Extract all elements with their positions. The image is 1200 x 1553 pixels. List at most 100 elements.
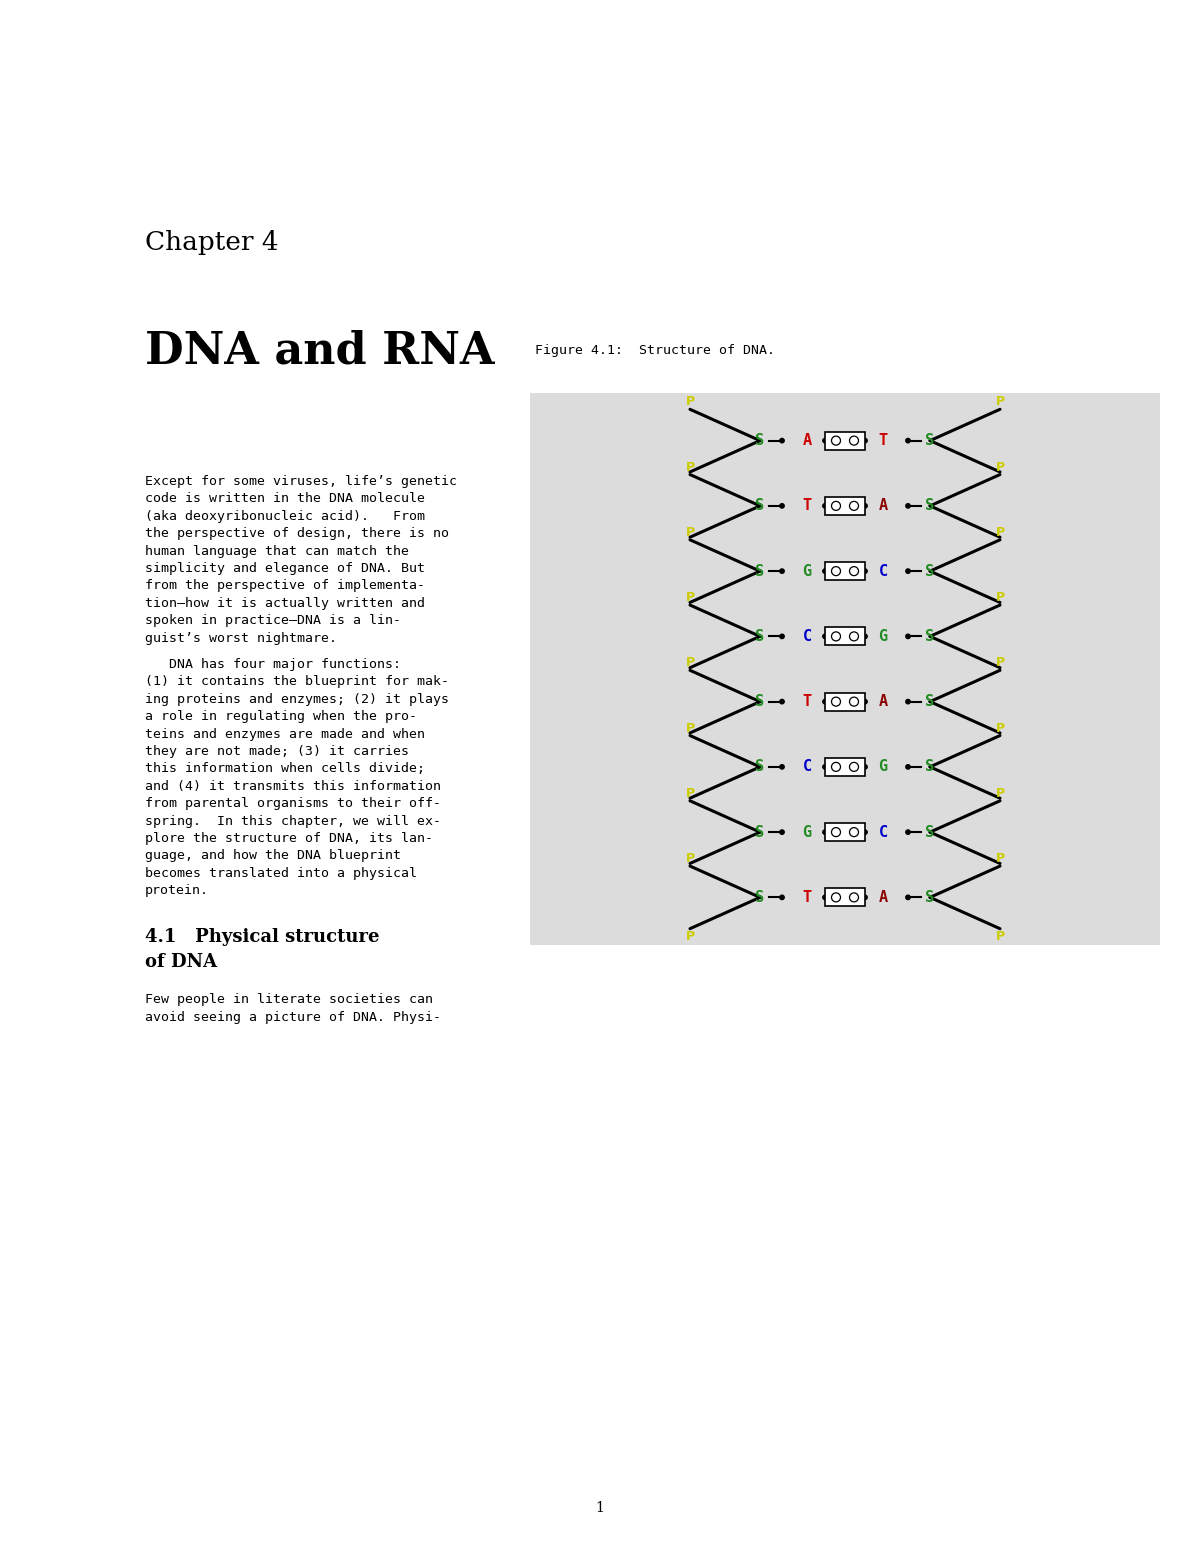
Circle shape	[832, 436, 840, 446]
Text: S: S	[756, 825, 764, 840]
Circle shape	[823, 764, 827, 769]
FancyBboxPatch shape	[826, 693, 865, 711]
Circle shape	[850, 697, 858, 707]
Text: (aka deoxyribonucleic acid).   From: (aka deoxyribonucleic acid). From	[145, 509, 425, 523]
Text: T: T	[803, 694, 811, 710]
FancyBboxPatch shape	[826, 497, 865, 516]
Circle shape	[863, 634, 868, 638]
Text: Figure 4.1:  Structure of DNA.: Figure 4.1: Structure of DNA.	[535, 345, 775, 357]
Text: ing proteins and enzymes; (2) it plays: ing proteins and enzymes; (2) it plays	[145, 693, 449, 705]
Text: protein.: protein.	[145, 884, 209, 898]
Text: G: G	[803, 564, 811, 579]
Circle shape	[906, 829, 910, 834]
Circle shape	[850, 436, 858, 446]
Text: P: P	[685, 787, 695, 800]
Text: P: P	[996, 787, 1004, 800]
Text: P: P	[996, 396, 1004, 408]
Circle shape	[832, 632, 840, 641]
Text: P: P	[685, 396, 695, 408]
Text: from parental organisms to their off-: from parental organisms to their off-	[145, 797, 442, 811]
Circle shape	[780, 438, 785, 443]
Text: C: C	[878, 564, 888, 579]
Text: A: A	[803, 433, 811, 449]
FancyBboxPatch shape	[826, 823, 865, 842]
FancyBboxPatch shape	[826, 562, 865, 581]
Text: S: S	[756, 759, 764, 775]
Text: code is written in the DNA molecule: code is written in the DNA molecule	[145, 492, 425, 505]
Circle shape	[850, 632, 858, 641]
Circle shape	[863, 568, 868, 573]
Circle shape	[823, 829, 827, 834]
Text: A: A	[878, 890, 888, 905]
Text: A: A	[878, 499, 888, 514]
Circle shape	[832, 697, 840, 707]
Circle shape	[850, 828, 858, 837]
Text: S: S	[925, 759, 935, 775]
Text: simplicity and elegance of DNA. But: simplicity and elegance of DNA. But	[145, 562, 425, 575]
Circle shape	[906, 634, 910, 638]
Circle shape	[850, 567, 858, 576]
Circle shape	[850, 763, 858, 772]
Circle shape	[823, 699, 827, 704]
Text: S: S	[925, 890, 935, 905]
Text: of DNA: of DNA	[145, 954, 217, 971]
Text: T: T	[878, 433, 888, 449]
Circle shape	[832, 502, 840, 511]
Text: 1: 1	[595, 1502, 605, 1516]
Circle shape	[823, 438, 827, 443]
Circle shape	[906, 568, 910, 573]
Text: spoken in practice—DNA is a lin-: spoken in practice—DNA is a lin-	[145, 615, 401, 627]
Text: Chapter 4: Chapter 4	[145, 230, 278, 255]
Text: S: S	[925, 433, 935, 449]
Text: DNA has four major functions:: DNA has four major functions:	[145, 658, 401, 671]
Text: and (4) it transmits this information: and (4) it transmits this information	[145, 780, 442, 792]
Text: T: T	[803, 890, 811, 905]
Text: S: S	[925, 499, 935, 514]
Text: P: P	[996, 853, 1004, 865]
Circle shape	[832, 893, 840, 902]
Text: G: G	[803, 825, 811, 840]
Text: S: S	[756, 499, 764, 514]
Text: T: T	[803, 499, 811, 514]
Circle shape	[780, 503, 785, 508]
Circle shape	[863, 438, 868, 443]
Circle shape	[780, 634, 785, 638]
Text: spring.  In this chapter, we will ex-: spring. In this chapter, we will ex-	[145, 815, 442, 828]
FancyBboxPatch shape	[826, 888, 865, 907]
Text: S: S	[756, 890, 764, 905]
Circle shape	[823, 895, 827, 899]
Circle shape	[906, 699, 910, 704]
Text: P: P	[685, 461, 695, 474]
Text: P: P	[685, 526, 695, 539]
Text: from the perspective of implementa-: from the perspective of implementa-	[145, 579, 425, 593]
Circle shape	[832, 828, 840, 837]
Text: S: S	[925, 694, 935, 710]
Text: A: A	[878, 694, 888, 710]
Text: S: S	[925, 564, 935, 579]
Text: P: P	[685, 930, 695, 943]
Circle shape	[780, 764, 785, 769]
FancyBboxPatch shape	[826, 432, 865, 450]
Circle shape	[906, 764, 910, 769]
Text: P: P	[685, 722, 695, 735]
Circle shape	[863, 895, 868, 899]
Text: becomes translated into a physical: becomes translated into a physical	[145, 867, 418, 881]
Text: S: S	[925, 629, 935, 644]
Text: P: P	[685, 657, 695, 669]
Text: plore the structure of DNA, its lan-: plore the structure of DNA, its lan-	[145, 832, 433, 845]
Text: they are not made; (3) it carries: they are not made; (3) it carries	[145, 745, 409, 758]
Text: C: C	[878, 825, 888, 840]
Text: Few people in literate societies can: Few people in literate societies can	[145, 994, 433, 1006]
Text: DNA and RNA: DNA and RNA	[145, 329, 494, 373]
Text: G: G	[878, 629, 888, 644]
Circle shape	[863, 764, 868, 769]
Text: P: P	[996, 526, 1004, 539]
Circle shape	[906, 503, 910, 508]
Text: S: S	[925, 825, 935, 840]
Text: P: P	[996, 930, 1004, 943]
Circle shape	[906, 895, 910, 899]
Text: P: P	[996, 657, 1004, 669]
Text: P: P	[996, 722, 1004, 735]
Circle shape	[780, 568, 785, 573]
Circle shape	[850, 893, 858, 902]
